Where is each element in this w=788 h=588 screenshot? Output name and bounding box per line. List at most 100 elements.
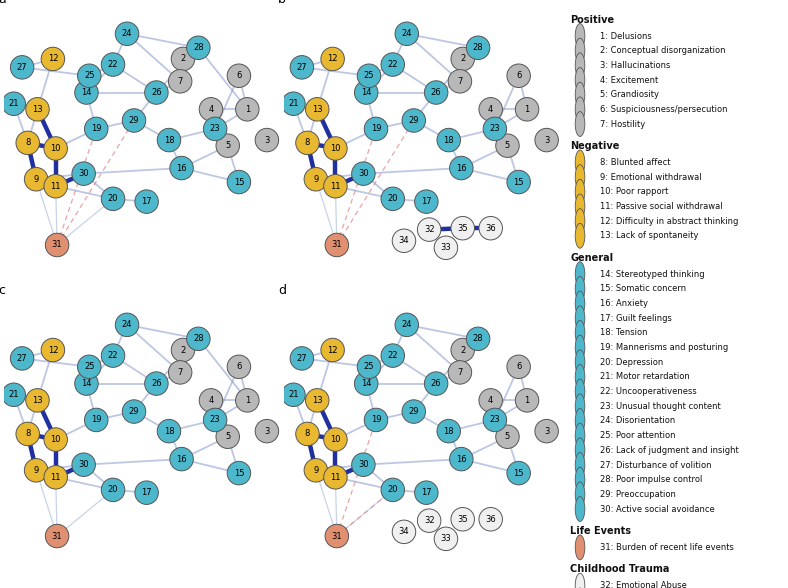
Text: 7: 7 <box>457 77 463 86</box>
Circle shape <box>575 262 585 286</box>
Circle shape <box>158 128 180 152</box>
Circle shape <box>355 372 378 395</box>
Text: 23: 23 <box>489 416 500 425</box>
Text: 34: 34 <box>399 236 409 245</box>
Text: 22: 22 <box>108 60 118 69</box>
Text: Childhood Trauma: Childhood Trauma <box>571 564 670 574</box>
Circle shape <box>282 383 305 406</box>
Circle shape <box>418 509 441 532</box>
Text: 25: Poor attention: 25: Poor attention <box>600 431 675 440</box>
Circle shape <box>2 92 25 115</box>
Text: 21: 21 <box>288 390 299 399</box>
Text: 15: 15 <box>234 469 244 477</box>
Text: 10: Poor rapport: 10: Poor rapport <box>600 188 668 196</box>
Circle shape <box>77 355 101 379</box>
Text: 11: 11 <box>330 182 340 191</box>
Circle shape <box>187 36 210 59</box>
Text: 22: 22 <box>388 60 398 69</box>
Text: Life Events: Life Events <box>571 526 631 536</box>
Circle shape <box>227 64 251 88</box>
Circle shape <box>158 419 180 443</box>
Circle shape <box>2 383 25 406</box>
Circle shape <box>451 338 474 362</box>
Circle shape <box>255 419 279 443</box>
Circle shape <box>535 128 559 152</box>
Circle shape <box>575 453 585 477</box>
Circle shape <box>425 372 448 395</box>
Circle shape <box>145 372 168 395</box>
Circle shape <box>102 187 125 211</box>
Text: 18: Tension: 18: Tension <box>600 329 647 338</box>
Text: 19: 19 <box>91 416 102 425</box>
Circle shape <box>102 344 125 368</box>
Circle shape <box>496 425 519 449</box>
Text: 17: Guilt feelings: 17: Guilt feelings <box>600 314 671 323</box>
Text: 12: 12 <box>327 55 338 64</box>
Text: 23: 23 <box>210 416 221 425</box>
Circle shape <box>321 47 344 71</box>
Circle shape <box>16 131 39 155</box>
Text: d: d <box>278 284 286 297</box>
Text: 29: 29 <box>128 407 139 416</box>
Circle shape <box>227 171 251 194</box>
Text: 4: Excitement: 4: Excitement <box>600 75 658 85</box>
Text: 4: 4 <box>488 396 493 405</box>
Text: 12: 12 <box>47 346 58 355</box>
Text: 7: Hostility: 7: Hostility <box>600 119 645 129</box>
Text: 8: 8 <box>305 429 310 439</box>
Text: 4: 4 <box>208 105 214 114</box>
Text: 5: 5 <box>225 432 230 441</box>
Text: 25: 25 <box>364 362 374 371</box>
Text: 20: 20 <box>388 194 398 203</box>
Text: 31: 31 <box>332 532 342 540</box>
Text: 27: 27 <box>17 63 28 72</box>
Circle shape <box>41 47 65 71</box>
Text: Positive: Positive <box>571 15 615 25</box>
Text: 25: 25 <box>84 71 95 80</box>
Circle shape <box>216 134 240 158</box>
Circle shape <box>575 68 585 92</box>
Text: 32: 32 <box>424 516 434 525</box>
Circle shape <box>575 209 585 233</box>
Circle shape <box>381 187 404 211</box>
Text: 20: 20 <box>108 194 118 203</box>
Text: 8: 8 <box>25 138 31 148</box>
Circle shape <box>575 497 585 522</box>
Circle shape <box>24 168 48 191</box>
Text: b: b <box>278 0 286 6</box>
Text: 19: 19 <box>370 416 381 425</box>
Circle shape <box>122 400 146 423</box>
Circle shape <box>72 453 95 476</box>
Circle shape <box>466 36 490 59</box>
Circle shape <box>479 389 503 412</box>
Text: 16: 16 <box>456 163 466 172</box>
Circle shape <box>102 478 125 502</box>
Circle shape <box>448 360 472 384</box>
Circle shape <box>187 327 210 350</box>
Circle shape <box>575 467 585 492</box>
Text: 16: 16 <box>177 163 187 172</box>
Circle shape <box>466 327 490 350</box>
Circle shape <box>575 306 585 330</box>
Text: 24: Disorientation: 24: Disorientation <box>600 416 675 426</box>
Circle shape <box>282 92 305 115</box>
Text: 22: Uncooperativeness: 22: Uncooperativeness <box>600 387 697 396</box>
Text: 27: 27 <box>296 354 307 363</box>
Text: 23: Unusual thought content: 23: Unusual thought content <box>600 402 720 411</box>
Circle shape <box>324 428 348 451</box>
Text: 9: Emotional withdrawal: 9: Emotional withdrawal <box>600 173 701 182</box>
Circle shape <box>24 459 48 482</box>
Text: 1: Delusions: 1: Delusions <box>600 32 652 41</box>
Circle shape <box>575 82 585 107</box>
Circle shape <box>135 481 158 505</box>
Text: 2: 2 <box>180 55 186 64</box>
Text: 13: 13 <box>312 396 322 405</box>
Circle shape <box>236 389 259 412</box>
Text: 17: 17 <box>421 488 432 497</box>
Circle shape <box>324 466 348 489</box>
Circle shape <box>304 168 328 191</box>
Circle shape <box>575 150 585 175</box>
Circle shape <box>364 408 388 432</box>
Circle shape <box>575 423 585 448</box>
Text: 2: Conceptual disorganization: 2: Conceptual disorganization <box>600 46 725 55</box>
